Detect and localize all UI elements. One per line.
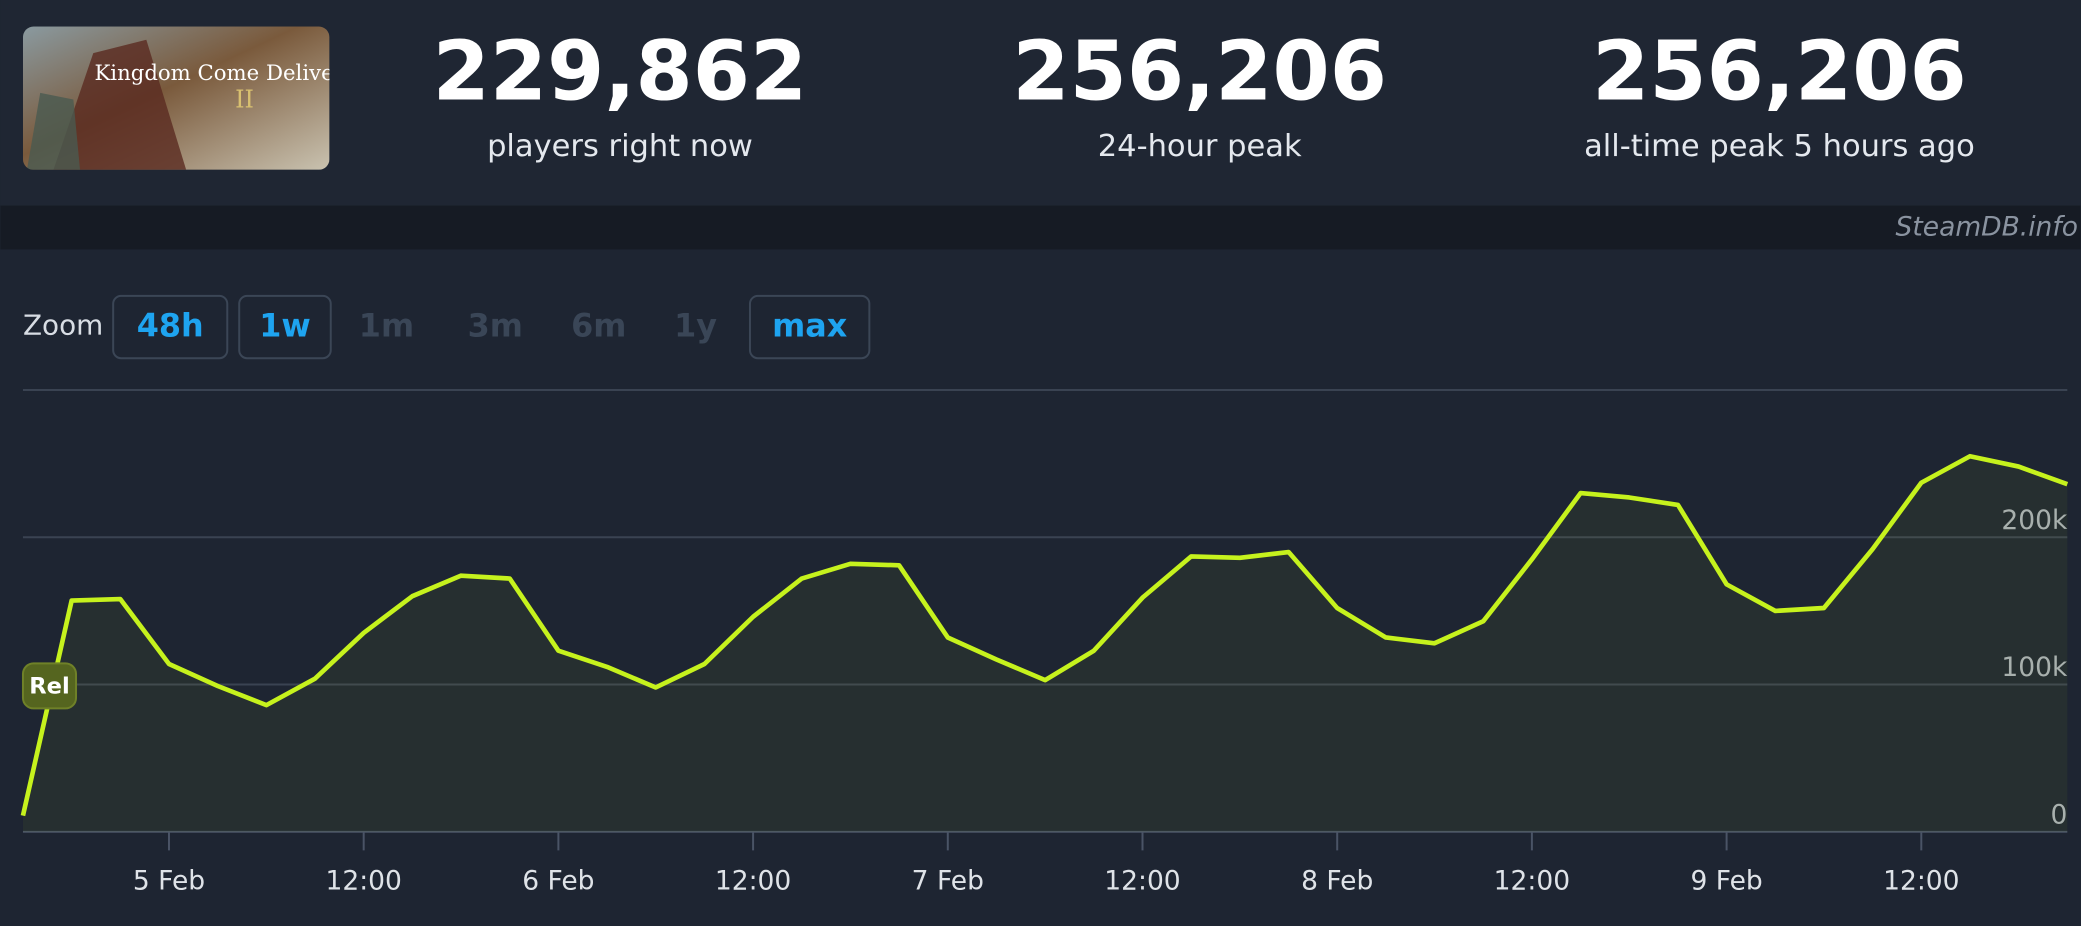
x-tick-label: 12:00 — [1494, 866, 1570, 897]
x-tick-label: 5 Feb — [133, 866, 205, 897]
series-area — [22, 456, 2068, 832]
thumbnail-title: Kingdom Come Deliverance — [94, 61, 394, 86]
stat-label: all-time peak 5 hours ago — [1584, 129, 1975, 164]
zoom-button-label[interactable]: 1w — [259, 307, 311, 345]
y-tick-label: 0 — [2050, 799, 2067, 830]
stat-value: 256,206 — [1012, 24, 1387, 119]
thumbnail-figure — [26, 92, 81, 170]
zoom-button[interactable] — [748, 294, 871, 360]
y-tick-label: 100k — [2001, 652, 2068, 683]
x-tick-label: 12:00 — [715, 866, 791, 897]
x-tick-label: 12:00 — [1883, 866, 1959, 897]
watermark: SteamDB.info — [1896, 212, 2078, 243]
thumbnail-figure — [53, 39, 187, 170]
x-tick-label: 12:00 — [1104, 866, 1180, 897]
stat-value: 229,862 — [433, 24, 808, 119]
zoom-button-label: 1y — [674, 307, 717, 345]
x-tick-label: 8 Feb — [1301, 866, 1373, 897]
series-line — [20, 453, 2069, 817]
x-tick-label: 7 Feb — [912, 866, 984, 897]
annotation-label: Rel — [29, 674, 69, 700]
x-tick-label: 12:00 — [325, 866, 401, 897]
stat-label: players right now — [487, 129, 753, 164]
x-tick-label: 6 Feb — [522, 866, 594, 897]
zoom-label: Zoom — [23, 308, 103, 341]
game-thumbnail: Kingdom Come Deliverance II — [22, 26, 394, 170]
zoom-button-label[interactable]: 48h — [137, 307, 204, 345]
y-tick-label: 200k — [2001, 505, 2068, 536]
thumbnail-numeral: II — [235, 85, 254, 113]
watermark-bar — [0, 205, 2081, 250]
zoom-button-label: 1m — [359, 307, 414, 345]
zoom-button-label: 3m — [468, 307, 523, 345]
header-bg — [0, 0, 2081, 206]
annotation-badge — [21, 662, 78, 710]
stat-value: 256,206 — [1592, 24, 1967, 119]
x-tick-label: 9 Feb — [1690, 866, 1762, 897]
zoom-button[interactable] — [112, 294, 229, 360]
zoom-button-label[interactable]: max — [772, 307, 848, 345]
stat-label: 24-hour peak — [1098, 129, 1302, 164]
zoom-button[interactable] — [238, 294, 332, 360]
zoom-button-label: 6m — [571, 307, 626, 345]
